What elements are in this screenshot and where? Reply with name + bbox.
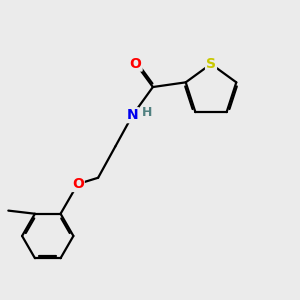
- Text: N: N: [127, 108, 138, 122]
- Text: S: S: [206, 57, 216, 71]
- Text: O: O: [72, 177, 84, 191]
- Text: O: O: [130, 57, 142, 70]
- Text: H: H: [142, 106, 153, 118]
